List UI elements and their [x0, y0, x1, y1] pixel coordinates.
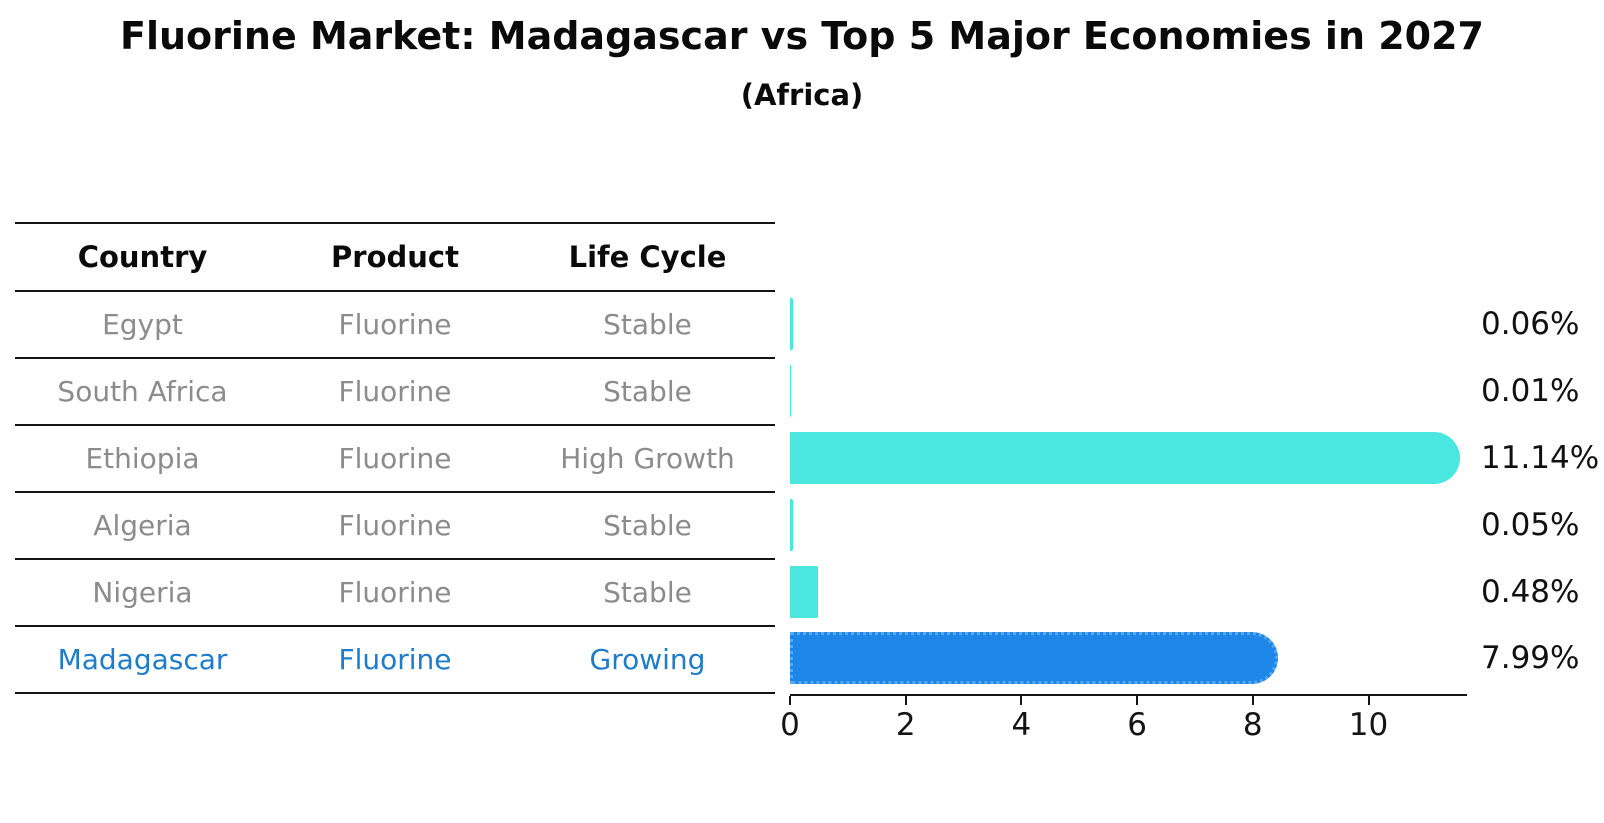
bar-nigeria: [790, 565, 818, 618]
chart-title: Fluorine Market: Madagascar vs Top 5 Maj…: [120, 14, 1484, 58]
bar-egypt: [790, 297, 794, 350]
column-header-product: Product: [331, 240, 459, 274]
x-axis-tick-label: 4: [1011, 707, 1032, 743]
bar-ethiopia: [790, 431, 1461, 484]
x-axis-tick: [1367, 696, 1370, 705]
table-cell-life-cycle: Stable: [603, 375, 692, 408]
table-cell-product: Fluorine: [338, 442, 452, 475]
comparison-table: Country Product Life Cycle Egypt Fluorine…: [15, 222, 775, 694]
table-cell-product: Fluorine: [338, 643, 452, 676]
value-label: 7.99%: [1481, 639, 1580, 676]
x-axis-tick: [1251, 696, 1254, 705]
table-cell-life-cycle: Stable: [603, 576, 692, 609]
table-row: Madagascar Fluorine Growing: [15, 627, 775, 694]
x-axis-tick-label: 2: [895, 707, 916, 743]
bar-south-africa: [790, 364, 791, 417]
table-body: Egypt Fluorine Stable South Africa Fluorine S…: [15, 292, 775, 694]
table-cell-product: Fluorine: [338, 308, 452, 341]
table-row: Nigeria Fluorine Stable: [15, 560, 775, 627]
table-row: Egypt Fluorine Stable: [15, 292, 775, 359]
value-label: 0.05%: [1481, 506, 1580, 543]
x-axis-tick: [1136, 696, 1139, 705]
x-axis-tick-label: 6: [1127, 707, 1147, 743]
x-axis-tick-label: 0: [780, 707, 800, 743]
table-cell-product: Fluorine: [338, 576, 452, 609]
column-header-country: Country: [77, 240, 208, 274]
column-header-life-cycle: Life Cycle: [568, 240, 727, 274]
table-cell-product: Fluorine: [338, 509, 452, 542]
table-cell-life-cycle: Stable: [603, 509, 692, 542]
x-axis-tick: [789, 696, 791, 705]
value-label: 0.48%: [1481, 573, 1580, 610]
table-cell-country: Madagascar: [57, 643, 228, 676]
value-label: 0.01%: [1481, 372, 1580, 409]
table-cell-life-cycle: Growing: [589, 643, 706, 676]
x-axis-tick: [1020, 696, 1023, 705]
value-label: 11.14%: [1481, 439, 1600, 476]
x-axis-tick: [904, 696, 907, 705]
x-axis-line: [790, 694, 1467, 696]
x-axis-tick-label: 10: [1348, 707, 1389, 743]
table-cell-country: Nigeria: [92, 576, 193, 609]
table-cell-country: South Africa: [57, 375, 228, 408]
x-axis-tick-label: 8: [1242, 707, 1263, 743]
table-cell-country: Algeria: [93, 509, 192, 542]
bar-algeria: [790, 498, 793, 551]
table-cell-product: Fluorine: [338, 375, 452, 408]
table-header-row: Country Product Life Cycle: [15, 224, 775, 292]
table-cell-country: Egypt: [102, 308, 183, 341]
table-cell-life-cycle: Stable: [603, 308, 692, 341]
bar-madagascar: [790, 631, 1279, 684]
table-cell-life-cycle: High Growth: [560, 442, 735, 475]
table-row: Algeria Fluorine Stable: [15, 493, 775, 560]
value-label: 0.06%: [1481, 305, 1580, 342]
table-cell-country: Ethiopia: [85, 442, 200, 475]
table-row: Ethiopia Fluorine High Growth: [15, 426, 775, 493]
chart-subtitle: (Africa): [740, 78, 864, 112]
table-row: South Africa Fluorine Stable: [15, 359, 775, 426]
